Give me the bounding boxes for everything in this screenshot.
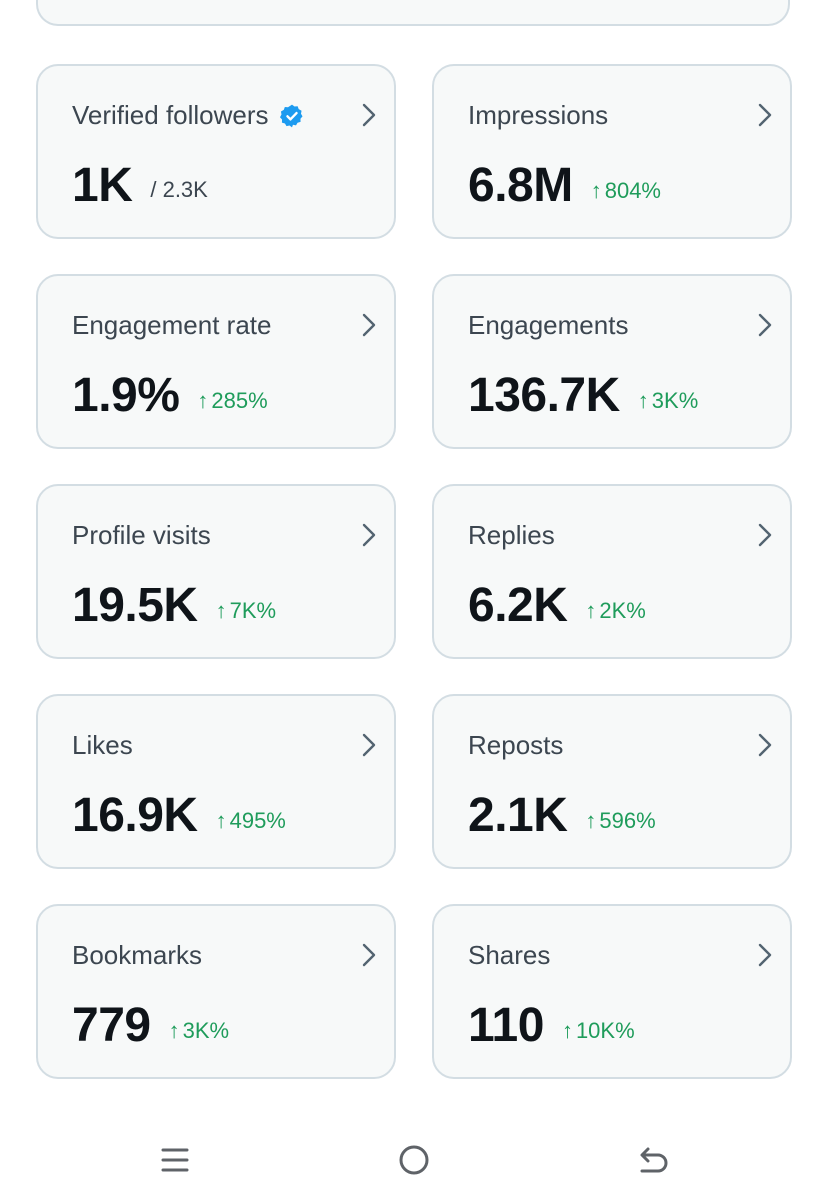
metric-title: Verified followers — [72, 100, 305, 131]
metric-title: Impressions — [468, 100, 608, 131]
back-button[interactable] — [632, 1140, 672, 1180]
metric-change: ↑ 804% — [591, 178, 661, 204]
metric-value: 2.1K — [468, 789, 568, 842]
metric-value: 19.5K — [72, 579, 198, 632]
metrics-grid: Verified followers 1K / 2.3K Impressions — [36, 64, 792, 1079]
recent-apps-icon — [161, 1148, 189, 1172]
metric-value: 779 — [72, 999, 151, 1052]
metric-value: 136.7K — [468, 369, 620, 422]
up-arrow-icon: ↑ — [585, 807, 597, 833]
up-arrow-icon: ↑ — [585, 597, 597, 623]
metric-card-replies[interactable]: Replies 6.2K ↑ 2K% — [432, 484, 792, 659]
metric-value-row: 136.7K ↑ 3K% — [468, 368, 698, 423]
back-icon — [640, 1147, 668, 1173]
metric-label: Engagements — [468, 310, 629, 340]
chevron-right-icon — [758, 943, 772, 967]
system-navigation-bar — [0, 1120, 826, 1200]
metric-value-row: 6.2K ↑ 2K% — [468, 578, 646, 633]
metric-value-row: 110 ↑ 10K% — [468, 998, 635, 1053]
metric-change-value: 804% — [604, 177, 661, 203]
chevron-right-icon — [362, 313, 376, 337]
up-arrow-icon: ↑ — [637, 387, 649, 413]
metric-change: ↑ 3K% — [638, 388, 698, 414]
metric-title: Bookmarks — [72, 940, 202, 971]
chevron-right-icon — [758, 733, 772, 757]
metric-value: 110 — [468, 999, 544, 1052]
metric-label: Reposts — [468, 730, 564, 760]
up-arrow-icon: ↑ — [561, 1017, 573, 1043]
metric-change: ↑ 2K% — [585, 598, 645, 624]
metric-change: ↑ 285% — [197, 388, 267, 414]
metric-card-engagements[interactable]: Engagements 136.7K ↑ 3K% — [432, 274, 792, 449]
metric-change-value: 285% — [211, 387, 268, 413]
metric-title: Engagement rate — [72, 310, 271, 341]
chevron-right-icon — [362, 733, 376, 757]
previous-card — [36, 0, 790, 26]
metric-change: ↑ 495% — [216, 808, 286, 834]
up-arrow-icon: ↑ — [215, 597, 227, 623]
metric-label: Profile visits — [72, 520, 211, 550]
home-button[interactable] — [394, 1140, 434, 1180]
metric-change-value: 3K% — [651, 387, 699, 413]
metric-value: 16.9K — [72, 789, 198, 842]
metric-label: Likes — [72, 730, 133, 760]
metric-change-value: 495% — [229, 807, 286, 833]
metric-card-shares[interactable]: Shares 110 ↑ 10K% — [432, 904, 792, 1079]
chevron-right-icon — [362, 943, 376, 967]
metric-title: Reposts — [468, 730, 563, 761]
metric-card-engagement-rate[interactable]: Engagement rate 1.9% ↑ 285% — [36, 274, 396, 449]
metric-label: Impressions — [468, 100, 609, 130]
metric-value-row: 779 ↑ 3K% — [72, 998, 229, 1053]
metric-value-row: 1.9% ↑ 285% — [72, 368, 268, 423]
metric-change-value: 2K% — [599, 597, 646, 623]
verified-badge-icon — [279, 103, 305, 129]
metric-change: ↑ 596% — [585, 808, 655, 834]
metric-change: ↑ 7K% — [216, 598, 276, 624]
metric-title: Replies — [468, 520, 555, 551]
metric-value-row: 6.8M ↑ 804% — [468, 158, 661, 213]
metric-change-value: 7K% — [229, 597, 277, 623]
metric-label: Bookmarks — [72, 940, 203, 970]
chevron-right-icon — [758, 523, 772, 547]
metric-total: / 2.3K — [150, 176, 208, 202]
metric-value: 6.2K — [468, 579, 568, 632]
metric-card-impressions[interactable]: Impressions 6.8M ↑ 804% — [432, 64, 792, 239]
chevron-right-icon — [362, 103, 376, 127]
metric-change-value: 596% — [599, 807, 656, 833]
metric-title: Shares — [468, 940, 550, 971]
up-arrow-icon: ↑ — [197, 387, 209, 413]
home-circle-icon — [399, 1145, 429, 1175]
metric-change: ↑ 3K% — [169, 1018, 229, 1044]
up-arrow-icon: ↑ — [168, 1017, 180, 1043]
up-arrow-icon: ↑ — [590, 177, 602, 203]
up-arrow-icon: ↑ — [215, 807, 227, 833]
metric-card-profile-visits[interactable]: Profile visits 19.5K ↑ 7K% — [36, 484, 396, 659]
metric-change-value: 3K% — [182, 1017, 230, 1043]
metric-title: Profile visits — [72, 520, 211, 551]
metric-value-row: 2.1K ↑ 596% — [468, 788, 656, 843]
metric-value-row: 19.5K ↑ 7K% — [72, 578, 276, 633]
metric-label: Replies — [468, 520, 555, 550]
metric-change: ↑ 10K% — [562, 1018, 635, 1044]
metric-label: Verified followers — [72, 100, 269, 130]
metric-card-reposts[interactable]: Reposts 2.1K ↑ 596% — [432, 694, 792, 869]
metric-card-verified-followers[interactable]: Verified followers 1K / 2.3K — [36, 64, 396, 239]
metric-value-row: 16.9K ↑ 495% — [72, 788, 286, 843]
recent-apps-button[interactable] — [155, 1140, 195, 1180]
metric-change-value: 10K% — [575, 1017, 635, 1043]
metric-value: 1K — [72, 159, 133, 212]
metric-title: Engagements — [468, 310, 628, 341]
metric-title: Likes — [72, 730, 133, 761]
metric-card-likes[interactable]: Likes 16.9K ↑ 495% — [36, 694, 396, 869]
chevron-right-icon — [758, 313, 772, 337]
metric-card-bookmarks[interactable]: Bookmarks 779 ↑ 3K% — [36, 904, 396, 1079]
metric-value: 1.9% — [72, 369, 180, 422]
chevron-right-icon — [362, 523, 376, 547]
metric-label: Engagement rate — [72, 310, 272, 340]
metric-value: 6.8M — [468, 159, 573, 212]
metric-value-row: 1K / 2.3K — [72, 158, 208, 213]
metric-label: Shares — [468, 940, 551, 970]
chevron-right-icon — [758, 103, 772, 127]
